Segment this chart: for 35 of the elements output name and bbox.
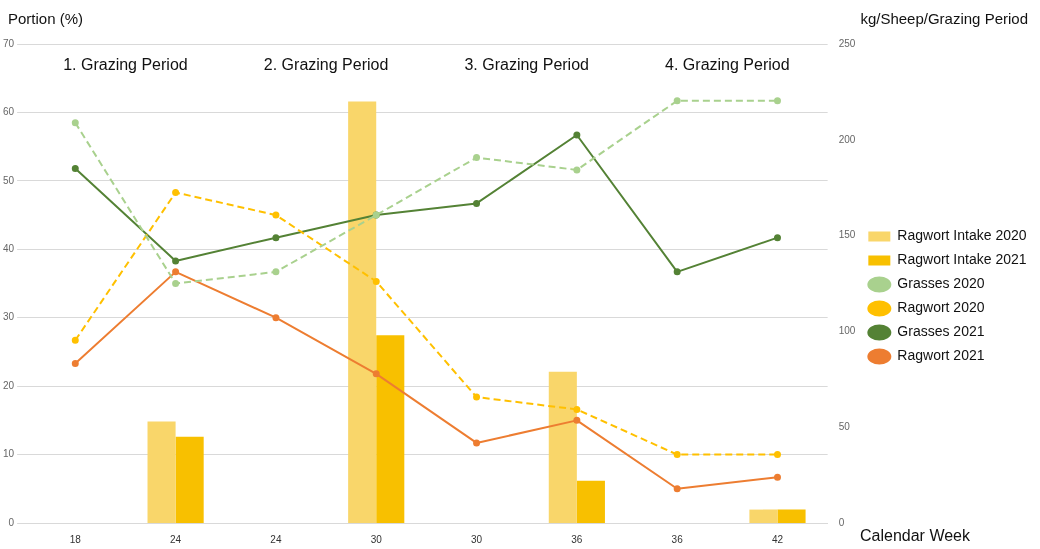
x-tick-label: 24 — [170, 533, 182, 545]
y2-tick-label: 200 — [838, 133, 856, 145]
x-tick-label: 18 — [69, 533, 82, 545]
y2-tick-label: 0 — [838, 516, 845, 528]
y2-tick-label: 150 — [838, 229, 856, 241]
x-tick-label: 42 — [771, 533, 784, 545]
x-tick-label: 36 — [571, 533, 583, 545]
y-tick-label: 10 — [3, 448, 15, 460]
legend-label: Ragwort 2020 — [897, 299, 985, 316]
y-tick-label: 0 — [8, 516, 15, 528]
x-tick-label: 30 — [470, 533, 483, 545]
x-tick-label: 24 — [270, 533, 282, 545]
y-tick-label: 50 — [3, 174, 15, 186]
y2-tick-label: 100 — [838, 325, 856, 337]
annotation: 2. Grazing Period — [263, 56, 389, 74]
legend-label: Grasses 2021 — [897, 323, 985, 340]
x-axis-title: Calendar Week — [860, 527, 970, 545]
legend-label: Ragwort Intake 2021 — [897, 251, 1027, 268]
annotation: 3. Grazing Period — [464, 56, 589, 74]
annotation: 1. Grazing Period — [63, 56, 188, 74]
y2-tick-label: 50 — [838, 420, 851, 432]
y-tick-label: 20 — [3, 379, 15, 391]
legend-label: Ragwort Intake 2020 — [897, 227, 1027, 244]
x-tick-label: 30 — [370, 533, 383, 545]
y2-tick-label: 250 — [838, 37, 856, 49]
y-tick-label: 60 — [3, 106, 15, 118]
y-tick-label: 30 — [3, 311, 15, 323]
y-tick-label: 70 — [3, 37, 15, 49]
annotation: 4. Grazing Period — [665, 56, 790, 74]
legend-label: Grasses 2020 — [897, 275, 985, 292]
x-tick-label: 36 — [671, 533, 684, 545]
y-tick-label: 40 — [3, 243, 15, 255]
y2-axis-title: kg/Sheep/Grazing Period — [860, 10, 1028, 27]
legend-label: Ragwort 2021 — [897, 347, 985, 364]
y-axis-title: Portion (%) — [8, 10, 84, 27]
